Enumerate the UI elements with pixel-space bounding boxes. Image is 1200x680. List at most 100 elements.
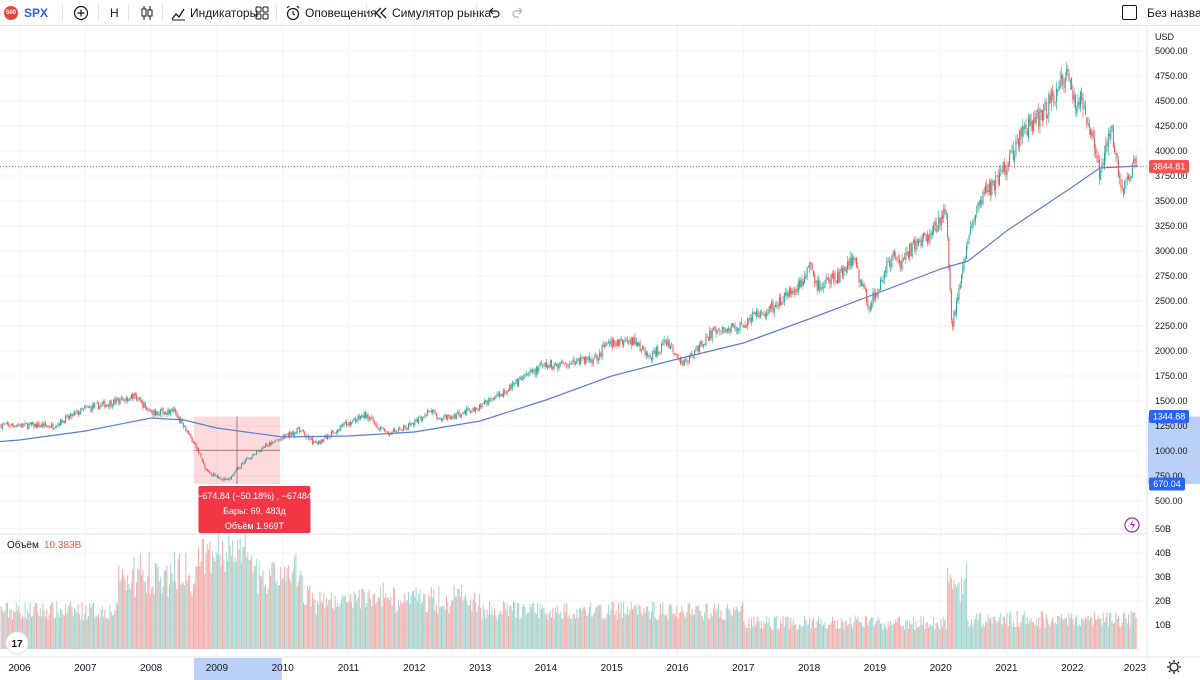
price-tick-label: 4000.00 [1155, 146, 1188, 156]
chart-type-button[interactable] [138, 0, 156, 25]
year-tick-label: 2014 [535, 663, 558, 674]
undo-button[interactable] [486, 0, 500, 25]
alarm-clock-icon [286, 5, 300, 20]
last-price-value: 3844.81 [1153, 162, 1186, 172]
last-price-label: 3844.81 [1149, 160, 1189, 174]
volume-tick-label: 20B [1155, 596, 1171, 606]
currency-label: USD [1155, 32, 1175, 42]
year-tick-label: 2020 [930, 663, 953, 674]
price-tick-label: 1250.00 [1155, 421, 1188, 431]
measurement-label: −674.84 (−50.18%) , −67484 Бары: 69, 483… [197, 485, 312, 533]
price-tick-label: 2000.00 [1155, 346, 1188, 356]
volume-title: Объём [7, 539, 39, 551]
year-tick-label: 2018 [798, 663, 821, 674]
range-low-value: 670.04 [1153, 479, 1181, 489]
interval-button[interactable]: Н [110, 0, 119, 25]
year-tick-label: 2019 [864, 663, 887, 674]
price-tick-label: 2250.00 [1155, 321, 1188, 331]
price-tick-label: 3750.00 [1155, 171, 1188, 181]
year-tick-label: 2011 [338, 663, 360, 674]
price-tick-label: 3000.00 [1155, 246, 1188, 256]
price-tick-label: 2750.00 [1155, 271, 1188, 281]
year-tick-label: 2021 [995, 663, 1018, 674]
volume-tick-label: 40B [1155, 548, 1171, 558]
redo-button[interactable] [512, 0, 526, 25]
crosshair [193, 416, 281, 484]
replay-button[interactable]: Симулятор рынка [374, 0, 491, 25]
year-tick-label: 2023 [1124, 663, 1147, 674]
price-tick-label: 3500.00 [1155, 196, 1188, 206]
volume-legend: Объём 10.383B [7, 539, 82, 551]
alerts-label: Оповещения [305, 5, 377, 20]
measurement-volume: Объём 1.969T [225, 521, 285, 531]
volume-bars [0, 529, 1137, 649]
indicators-button[interactable]: Индикаторы [170, 0, 258, 25]
price-scale[interactable]: 5000.00 4750.00 4500.00 4250.00 4000.00 3750.… [1155, 46, 1188, 506]
chart-area[interactable]: −674.84 (−50.18%) , −67484 Бары: 69, 483… [0, 26, 1200, 680]
price-tick-label: 500.00 [1155, 496, 1183, 506]
year-tick-label: 2007 [74, 663, 97, 674]
lightning-icon[interactable] [1124, 517, 1140, 533]
interval-label: Н [110, 5, 119, 20]
range-high-label: 1344.88 [1149, 410, 1189, 424]
price-tick-label: 4250.00 [1155, 121, 1188, 131]
price-range-band [1148, 416, 1200, 484]
year-tick-label: 2017 [732, 663, 755, 674]
time-grid [19, 26, 1139, 656]
templates-icon [255, 6, 269, 19]
year-tick-label: 2010 [272, 663, 295, 674]
price-candles [0, 61, 1137, 482]
year-tick-label: 2015 [601, 663, 624, 674]
symbol-name: SPX [24, 5, 49, 20]
svg-text:17: 17 [11, 639, 23, 650]
price-tick-label: 4750.00 [1155, 71, 1188, 81]
year-tick-label: 2013 [469, 663, 492, 674]
layout-name: Без названия [1147, 5, 1200, 20]
indicators-icon [171, 8, 185, 20]
top-toolbar: 500 SPX Н Индикаторы Оповещения Симулято… [0, 0, 1200, 26]
price-tick-label: 1000.00 [1155, 446, 1188, 456]
measurement-bars: Бары: 69, 483д [223, 506, 286, 516]
volume-tick-label: 10B [1155, 620, 1171, 630]
year-tick-label: 2012 [403, 663, 426, 674]
price-tick-label: 2500.00 [1155, 296, 1188, 306]
price-tick-label: 750.00 [1155, 471, 1183, 481]
symbol-search[interactable]: 500 SPX [4, 0, 48, 25]
measurement-change: −674.84 (−50.18%) , −67484 [197, 491, 312, 501]
volume-value: 10.383B [44, 540, 82, 551]
replay-icon [375, 7, 387, 18]
price-tick-label: 5000.00 [1155, 46, 1188, 56]
volume-tick-label: 50B [1155, 524, 1171, 534]
alerts-button[interactable]: Оповещения [285, 0, 377, 25]
year-tick-label: 2016 [666, 663, 689, 674]
year-tick-label: 2006 [8, 663, 31, 674]
templates-button[interactable] [254, 0, 270, 25]
volume-tick-label: 30B [1155, 572, 1171, 582]
moving-average-line [0, 165, 1139, 443]
year-tick-label: 2022 [1061, 663, 1084, 674]
highlighted-year-band [193, 658, 282, 680]
indicators-label: Индикаторы [190, 5, 259, 20]
price-tick-label: 1750.00 [1155, 371, 1188, 381]
volume-scale[interactable]: 50B 40B 30B 20B 10B [1155, 524, 1171, 630]
range-high-value: 1344.88 [1153, 412, 1186, 422]
compare-button[interactable] [72, 0, 90, 25]
save-layout-button[interactable]: Без названия [1122, 0, 1200, 25]
add-symbol-icon [73, 5, 89, 20]
redo-icon [512, 7, 523, 18]
year-tick-label: 2008 [140, 663, 163, 674]
price-tick-label: 1500.00 [1155, 396, 1188, 406]
price-tick-label: 3250.00 [1155, 221, 1188, 231]
undo-icon [489, 7, 500, 18]
settings-gear-icon[interactable] [1167, 660, 1181, 674]
price-tick-label: 4500.00 [1155, 96, 1188, 106]
time-scale[interactable]: 2006 2007 2008 2009 2010 2011 2012 2013 2014 2015… [8, 663, 1146, 674]
tradingview-logo-icon[interactable]: 17 [5, 631, 29, 655]
candles-icon [141, 5, 153, 20]
year-tick-label: 2009 [206, 663, 229, 674]
price-grid [0, 50, 1147, 626]
range-low-label: 670.04 [1149, 477, 1185, 491]
checkbox-icon [1122, 5, 1137, 20]
symbol-logo-icon: 500 [4, 5, 18, 20]
replay-label: Симулятор рынка [392, 5, 492, 20]
